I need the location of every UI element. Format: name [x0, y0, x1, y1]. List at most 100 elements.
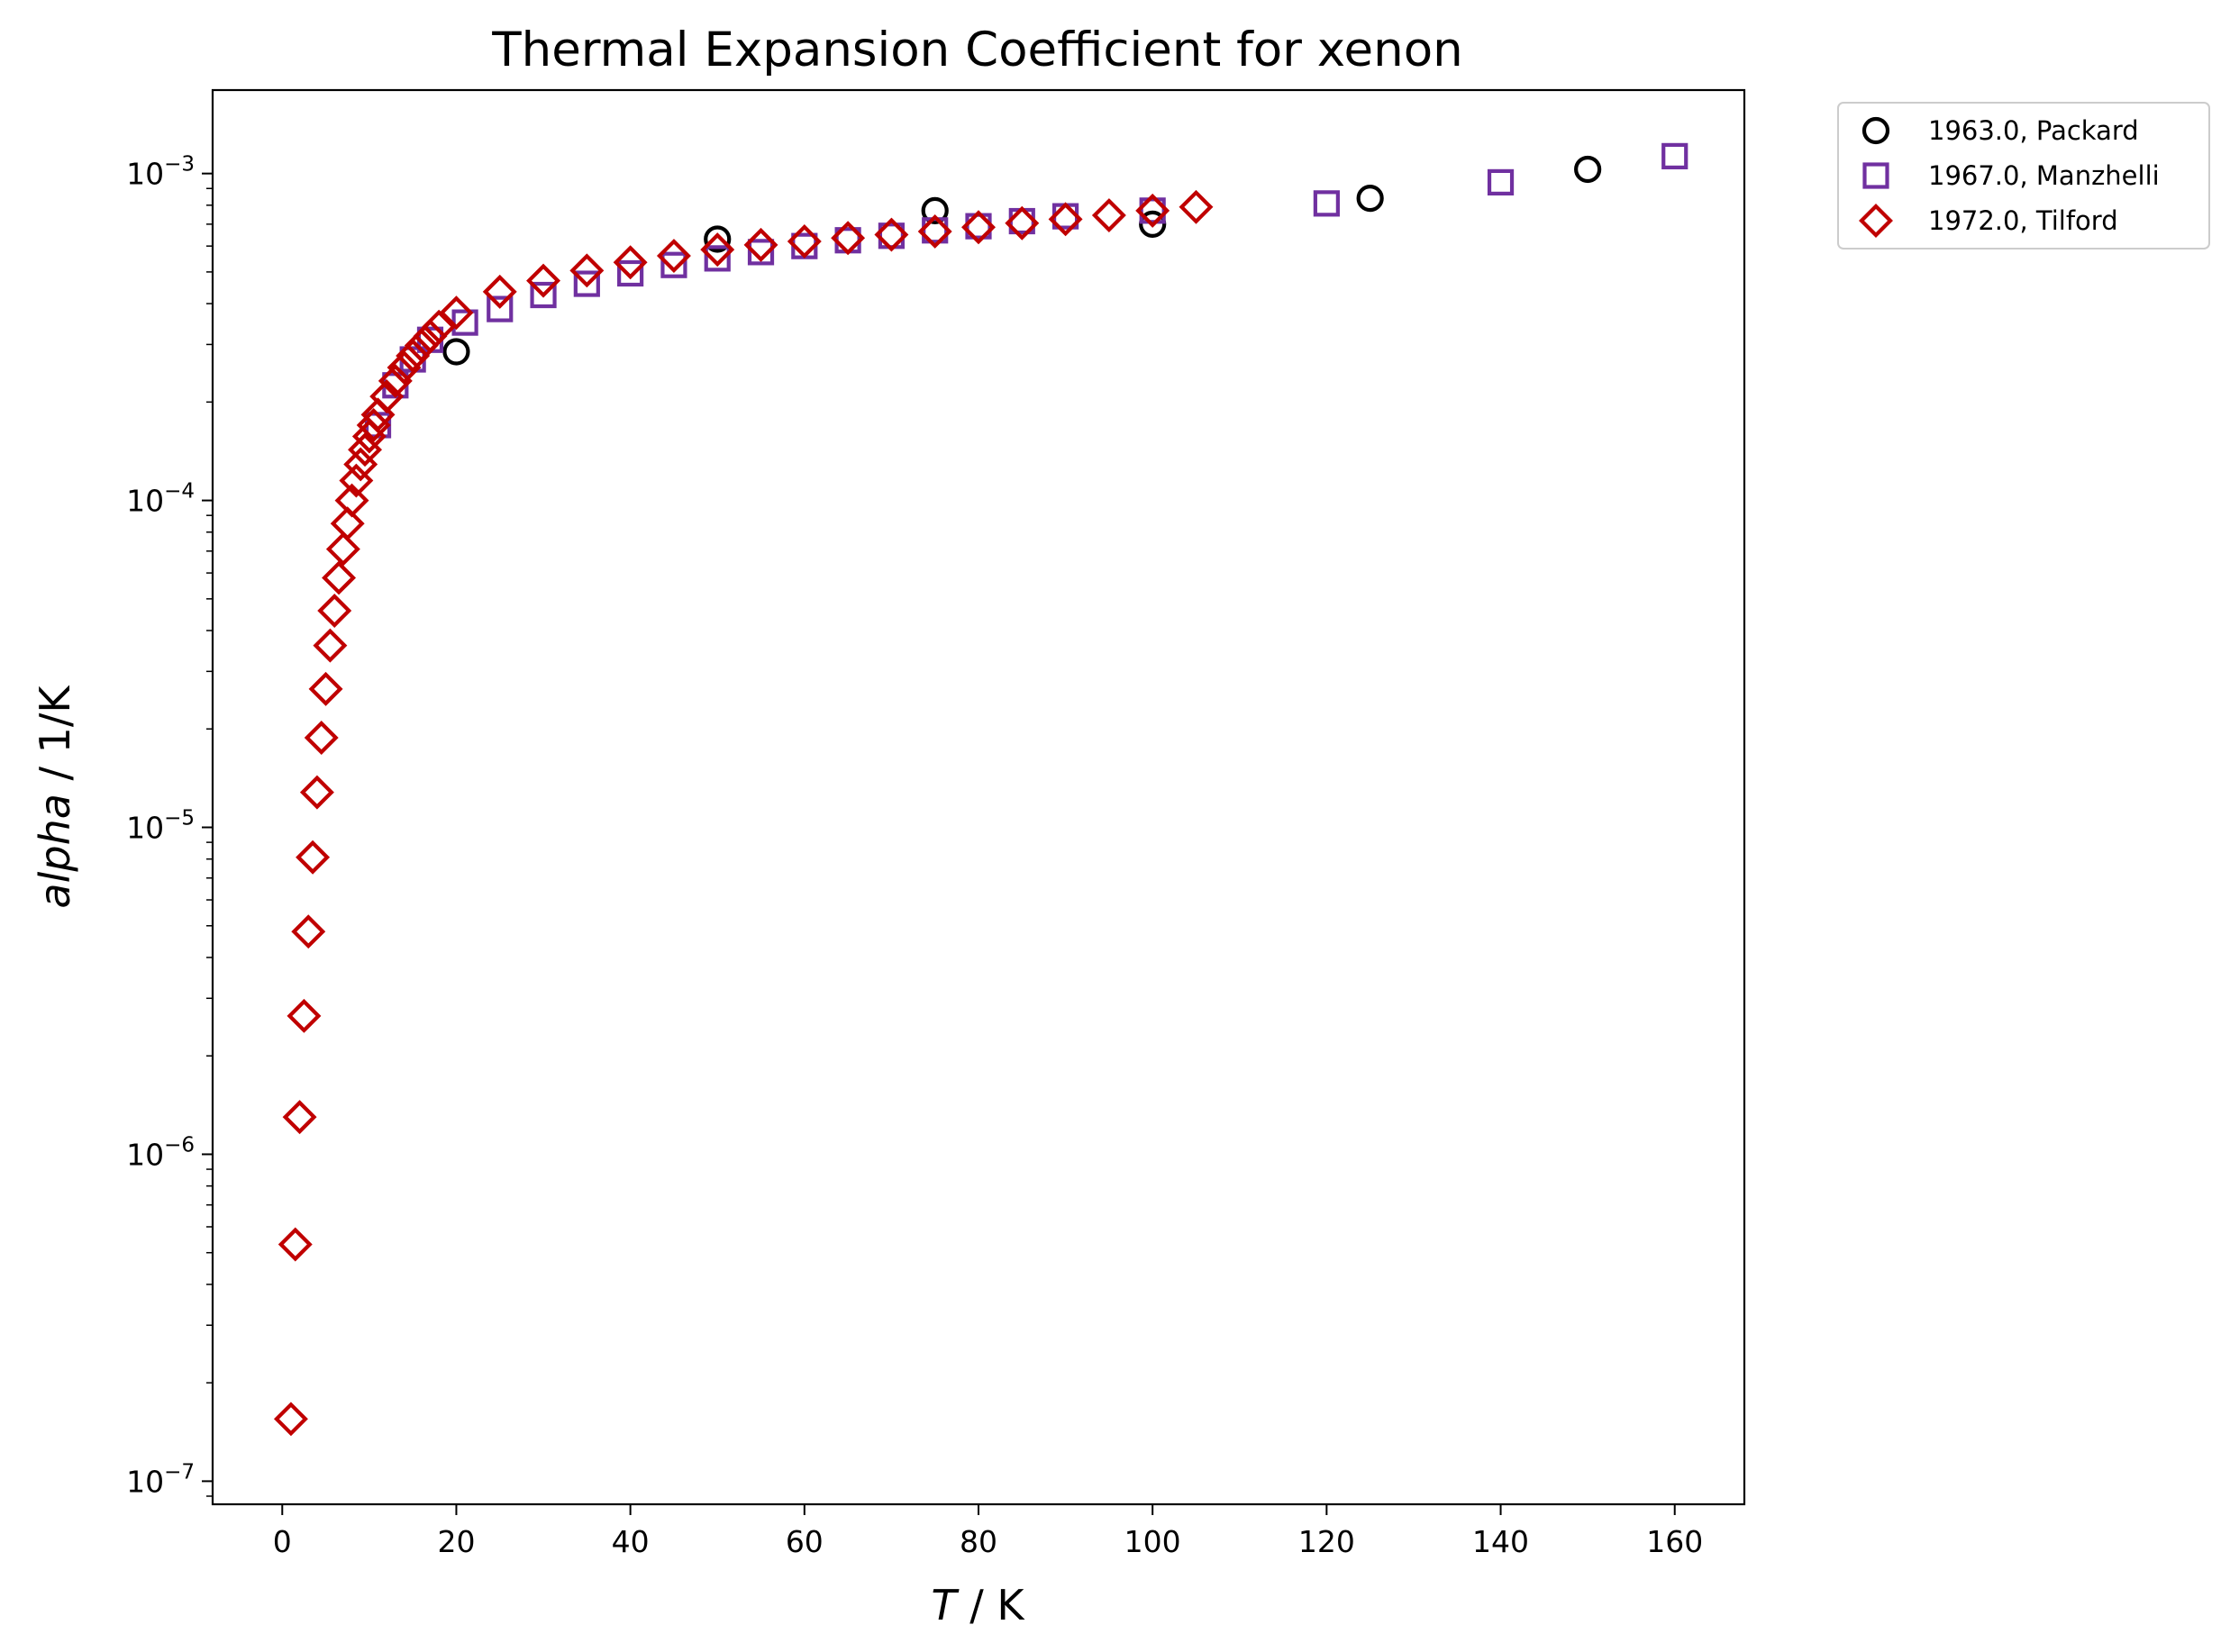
y-axis-label: alpha / 1/K [31, 685, 79, 909]
x-tick-label: 160 [1646, 1524, 1703, 1559]
legend-frame [1837, 102, 2210, 250]
y-tick-label: 10−4 [126, 480, 195, 519]
series-diamond [273, 189, 1214, 1437]
data-point [356, 407, 391, 442]
y-tick-label-exponent: −7 [164, 1460, 195, 1484]
data-point [1139, 210, 1167, 238]
data-point [1356, 185, 1384, 213]
x-axis-label-var: T [931, 1581, 960, 1629]
data-point [287, 998, 322, 1033]
y-tick-label-exponent: −3 [164, 153, 195, 177]
data-point [1135, 193, 1170, 228]
series-circle [442, 155, 1602, 366]
legend-marker [1862, 162, 1889, 189]
data-point [322, 560, 357, 595]
legend: 1963.0, Packard 1967.0, Manzhelli 1972.0, … [1837, 102, 2210, 250]
data-point [704, 225, 732, 253]
data-point [317, 594, 352, 628]
data-point [743, 227, 778, 262]
x-tick-label: 20 [437, 1524, 475, 1559]
data-point [299, 775, 334, 810]
data-point [413, 319, 448, 354]
data-point [330, 506, 365, 541]
data-point [442, 338, 470, 366]
y-tick-label-base: 10 [126, 811, 164, 846]
y-tick-label-exponent: −6 [164, 1133, 195, 1157]
x-tick-label: 80 [960, 1524, 997, 1559]
data-point [917, 213, 952, 249]
y-tick-label: 10−6 [126, 1133, 195, 1172]
data-point [1574, 155, 1602, 184]
x-tick-label: 140 [1472, 1524, 1529, 1559]
data-point [1661, 142, 1688, 169]
data-point [273, 1402, 308, 1437]
plot-area [273, 142, 1688, 1437]
y-tick-label: 10−7 [126, 1460, 195, 1499]
data-point [334, 483, 369, 518]
data-point [961, 210, 996, 245]
data-point [874, 217, 909, 252]
legend-marker [1861, 116, 1890, 145]
data-point [660, 251, 687, 278]
y-tick-label-base: 10 [126, 157, 164, 192]
data-point [530, 281, 557, 309]
data-point [1139, 197, 1166, 224]
y-axis: 10−710−610−510−410−3 [126, 153, 213, 1499]
x-axis-label-unit: / K [957, 1581, 1026, 1629]
data-point [387, 350, 422, 386]
y-tick-label: 10−5 [126, 807, 195, 846]
data-point [617, 259, 644, 287]
data-point [1091, 198, 1126, 233]
data-point [404, 328, 439, 363]
y-tick-label-base: 10 [126, 1464, 164, 1499]
legend-entry-label: 1972.0, Tilford [1928, 205, 2118, 236]
data-point [1048, 202, 1083, 237]
data-point [369, 379, 405, 414]
x-tick-label: 120 [1298, 1524, 1355, 1559]
legend-marker [1859, 204, 1893, 238]
data-point [313, 628, 348, 663]
data-point [378, 363, 413, 398]
y-axis-label-unit: / 1/K [31, 685, 79, 794]
data-point [1005, 205, 1040, 241]
data-point [278, 1227, 313, 1262]
y-tick-label-exponent: −5 [164, 807, 195, 831]
data-point [526, 263, 561, 298]
data-point [325, 531, 360, 567]
data-point [700, 232, 735, 268]
y-tick-label-base: 10 [126, 1137, 164, 1172]
data-point [487, 295, 514, 322]
data-point [1313, 190, 1340, 217]
data-point [1487, 168, 1515, 195]
data-point [396, 339, 431, 373]
x-tick-label: 0 [273, 1524, 292, 1559]
data-point [704, 245, 731, 272]
data-point [831, 221, 866, 256]
data-point [308, 671, 343, 706]
x-tick-label: 60 [786, 1524, 824, 1559]
data-point [613, 245, 648, 280]
x-axis-label: T / K [931, 1581, 1025, 1629]
data-point [282, 1100, 317, 1135]
data-point [787, 224, 822, 259]
data-point [747, 239, 775, 266]
data-point [1179, 189, 1214, 224]
data-point [304, 721, 339, 755]
x-axis: 0 20 40 60 80 100 120 140 160 [273, 1504, 1703, 1559]
chart-title: Thermal Expansion Coefficient for xenon [491, 23, 1463, 77]
data-point [482, 274, 517, 309]
data-point [291, 914, 326, 949]
legend-entry-label: 1963.0, Packard [1928, 115, 2139, 146]
data-point [573, 270, 600, 297]
y-tick-label-exponent: −4 [164, 480, 195, 504]
x-tick-label: 100 [1124, 1524, 1181, 1559]
data-point [439, 295, 474, 331]
y-tick-label-base: 10 [126, 484, 164, 519]
data-point [921, 196, 949, 224]
legend-entry-label: 1967.0, Manzhelli [1928, 160, 2160, 191]
y-axis-label-var: alpha [31, 794, 79, 909]
y-tick-label: 10−3 [126, 153, 195, 192]
x-tick-label: 40 [612, 1524, 650, 1559]
